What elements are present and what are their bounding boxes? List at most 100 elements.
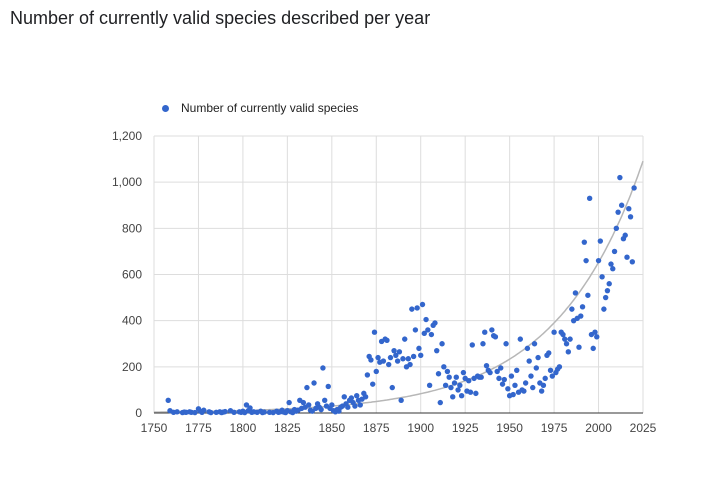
data-point[interactable] xyxy=(531,341,538,347)
data-point[interactable] xyxy=(583,257,589,264)
data-point[interactable] xyxy=(208,409,214,416)
data-point[interactable] xyxy=(368,357,374,363)
data-point[interactable] xyxy=(261,409,267,415)
data-point[interactable] xyxy=(617,174,623,181)
data-point[interactable] xyxy=(606,281,612,287)
data-point[interactable] xyxy=(579,304,586,310)
data-point[interactable] xyxy=(393,352,399,358)
data-point[interactable] xyxy=(398,397,404,404)
data-point[interactable] xyxy=(448,384,454,391)
data-point[interactable] xyxy=(482,329,488,335)
data-point[interactable] xyxy=(409,306,415,312)
data-point[interactable] xyxy=(483,362,490,369)
data-point[interactable] xyxy=(538,388,545,394)
data-point[interactable] xyxy=(505,386,511,392)
data-point[interactable] xyxy=(611,248,618,255)
data-point[interactable] xyxy=(318,406,324,413)
data-point[interactable] xyxy=(396,349,403,355)
data-point[interactable] xyxy=(547,367,554,373)
data-point[interactable] xyxy=(450,394,456,400)
data-point[interactable] xyxy=(624,254,630,260)
data-point[interactable] xyxy=(487,369,493,376)
data-point[interactable] xyxy=(371,329,378,335)
data-point[interactable] xyxy=(222,408,228,415)
data-point[interactable] xyxy=(165,397,171,404)
data-point[interactable] xyxy=(494,368,500,375)
data-point[interactable] xyxy=(345,404,351,410)
data-point[interactable] xyxy=(567,336,573,342)
data-point[interactable] xyxy=(467,389,474,395)
data-point[interactable] xyxy=(423,316,429,323)
data-point[interactable] xyxy=(373,368,379,375)
data-point[interactable] xyxy=(387,354,394,361)
data-point[interactable] xyxy=(533,365,540,371)
data-point[interactable] xyxy=(604,287,611,294)
data-point[interactable] xyxy=(389,384,395,391)
data-point[interactable] xyxy=(528,373,534,379)
data-point[interactable] xyxy=(469,342,475,348)
data-point[interactable] xyxy=(375,354,381,361)
data-point[interactable] xyxy=(329,402,335,408)
data-point[interactable] xyxy=(444,368,451,375)
data-point[interactable] xyxy=(597,238,604,244)
data-point[interactable] xyxy=(576,344,582,350)
data-point[interactable] xyxy=(542,375,548,382)
data-point[interactable] xyxy=(496,375,502,382)
data-point[interactable] xyxy=(421,330,427,337)
data-point[interactable] xyxy=(441,364,447,370)
data-point[interactable] xyxy=(592,329,598,335)
data-point[interactable] xyxy=(499,381,506,387)
data-point[interactable] xyxy=(530,384,536,391)
data-point[interactable] xyxy=(442,382,449,388)
data-point[interactable] xyxy=(514,367,520,373)
data-point[interactable] xyxy=(466,377,472,384)
data-point[interactable] xyxy=(405,356,411,362)
data-point[interactable] xyxy=(572,290,579,296)
data-point[interactable] xyxy=(419,301,426,308)
chart-legend[interactable]: Number of currently valid species xyxy=(162,101,358,115)
data-point[interactable] xyxy=(546,350,552,356)
data-point[interactable] xyxy=(503,341,509,347)
data-point[interactable] xyxy=(446,374,452,380)
data-point[interactable] xyxy=(311,380,317,386)
data-point[interactable] xyxy=(341,394,347,400)
data-point[interactable] xyxy=(615,209,621,215)
data-point[interactable] xyxy=(602,294,609,301)
data-point[interactable] xyxy=(386,361,392,368)
data-point[interactable] xyxy=(512,382,518,388)
data-point[interactable] xyxy=(384,337,390,343)
data-point[interactable] xyxy=(322,397,328,404)
data-point[interactable] xyxy=(492,334,499,340)
data-point[interactable] xyxy=(201,407,207,413)
data-point[interactable] xyxy=(453,374,459,380)
data-point[interactable] xyxy=(457,382,463,388)
data-point[interactable] xyxy=(535,354,541,361)
data-point[interactable] xyxy=(629,259,636,265)
data-point[interactable] xyxy=(286,399,292,406)
data-point[interactable] xyxy=(524,345,531,352)
data-point[interactable] xyxy=(508,373,515,379)
data-point[interactable] xyxy=(510,391,516,398)
data-point[interactable] xyxy=(578,313,584,319)
data-point[interactable] xyxy=(306,402,312,408)
data-point[interactable] xyxy=(608,261,614,267)
data-point[interactable] xyxy=(348,395,355,401)
data-point[interactable] xyxy=(549,373,556,379)
data-point[interactable] xyxy=(380,358,387,364)
data-point[interactable] xyxy=(243,402,250,408)
data-point[interactable] xyxy=(354,392,360,399)
data-point[interactable] xyxy=(586,195,593,202)
data-point[interactable] xyxy=(563,341,570,347)
data-point[interactable] xyxy=(613,225,620,232)
data-point[interactable] xyxy=(435,371,442,377)
data-point[interactable] xyxy=(478,374,484,380)
data-point[interactable] xyxy=(364,372,371,378)
data-point[interactable] xyxy=(626,206,632,212)
data-point[interactable] xyxy=(590,345,596,352)
data-point[interactable] xyxy=(517,336,524,342)
data-point[interactable] xyxy=(489,327,495,333)
data-point[interactable] xyxy=(428,331,435,338)
data-point[interactable] xyxy=(521,388,527,394)
data-point[interactable] xyxy=(458,392,465,399)
data-point[interactable] xyxy=(594,334,600,340)
